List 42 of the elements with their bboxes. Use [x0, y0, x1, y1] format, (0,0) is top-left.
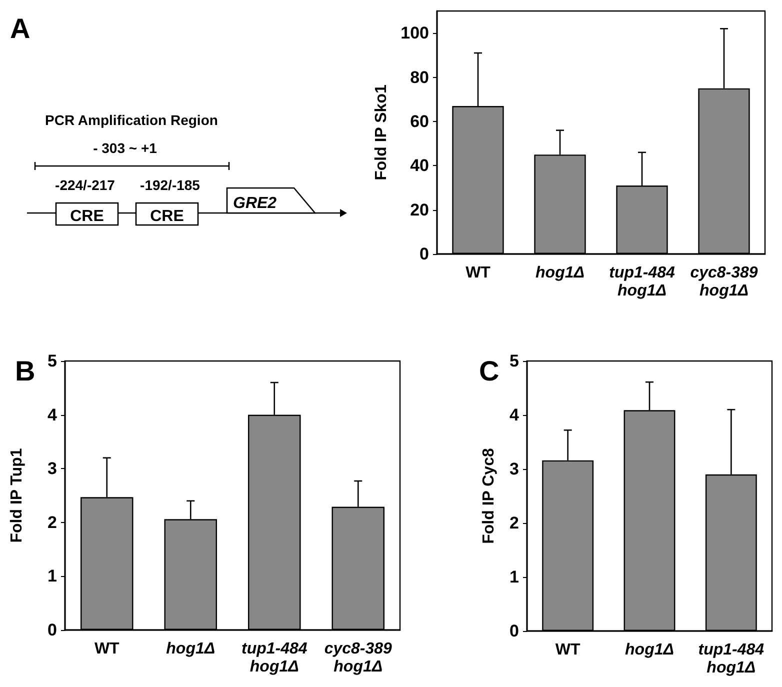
x-tick-label: cyc8-389 hog1Δ [324, 640, 392, 676]
y-axis-title: Fold IP Sko1 [373, 84, 390, 180]
x-tick-label: hog1Δ [536, 264, 585, 282]
x-tick-label: WT [466, 264, 491, 282]
text: CRE [150, 208, 184, 225]
y-tick-label: 3 [48, 459, 57, 478]
y-tick-label: 4 [510, 406, 520, 424]
chart-title: B [15, 356, 36, 386]
text: -192/-185 [140, 177, 200, 193]
text: - 303 ~ +1 [93, 140, 158, 156]
y-tick-label: 100 [400, 24, 429, 43]
y-axis-title: Fold IP Cyc8 [480, 448, 498, 544]
y-tick-label: 80 [410, 68, 429, 87]
y-tick-label: 5 [48, 352, 57, 370]
text: GRE2 [233, 195, 277, 212]
y-tick-label: 60 [410, 112, 429, 131]
text: -224/-217 [55, 177, 116, 193]
y-tick-label: 0 [420, 244, 429, 264]
y-tick-label: 40 [410, 156, 429, 176]
x-tick-label: cyc8-389 hog1Δ [690, 264, 758, 300]
text: PCR Amplification Region [45, 112, 218, 128]
y-tick-label: 2 [510, 514, 519, 532]
x-tick-label: WT [94, 640, 120, 658]
text: CRE [70, 208, 104, 225]
y-tick-label: 3 [510, 460, 519, 478]
y-tick-label: 5 [510, 352, 519, 370]
x-tick-label: tup1-484 hog1Δ [609, 264, 675, 300]
x-tick-label: WT [555, 642, 580, 658]
y-tick-label: 1 [48, 566, 57, 586]
x-tick-label: tup1-484 hog1Δ [241, 640, 308, 676]
y-tick-label: 0 [48, 620, 57, 640]
y-tick-label: 1 [510, 568, 519, 586]
x-tick-label: hog1Δ [166, 640, 216, 658]
chart-title: C [479, 356, 500, 386]
y-tick-label: 20 [410, 200, 429, 220]
y-tick-label: 0 [510, 622, 519, 640]
y-axis-title: Fold IP Tup1 [8, 448, 26, 543]
text: A [10, 13, 30, 44]
x-tick-label: tup1-484 hog1Δ [698, 642, 764, 676]
x-tick-label: hog1Δ [625, 642, 674, 658]
y-tick-label: 4 [48, 405, 58, 424]
y-tick-label: 2 [48, 512, 57, 532]
